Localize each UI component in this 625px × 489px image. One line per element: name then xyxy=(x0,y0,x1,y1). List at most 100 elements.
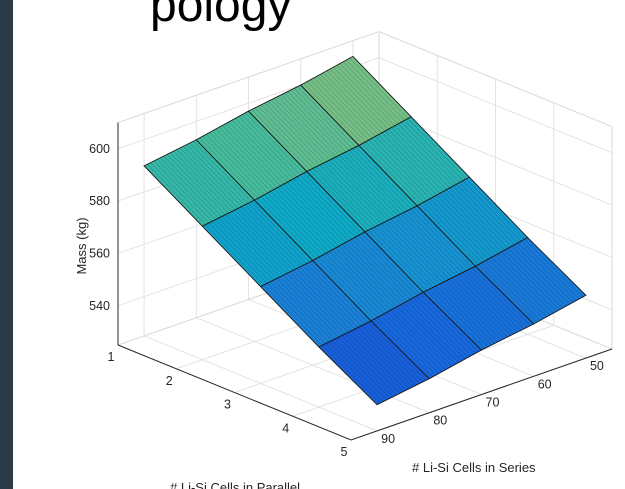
mesh-line xyxy=(355,146,415,208)
mesh-line xyxy=(296,176,356,238)
mesh-line xyxy=(228,213,287,274)
mesh-line xyxy=(276,278,336,339)
mesh-line xyxy=(270,191,330,252)
y-axis-label: # Li-Si Cells in Series xyxy=(412,460,536,475)
mesh-line xyxy=(199,137,258,199)
mesh-line xyxy=(368,230,427,291)
mesh-line xyxy=(345,151,405,213)
mesh-line xyxy=(333,66,392,128)
mesh-line xyxy=(277,187,336,249)
mesh-line xyxy=(329,159,389,221)
mesh-line xyxy=(349,58,409,119)
mesh-line xyxy=(309,169,369,231)
mesh-line xyxy=(383,313,443,372)
mesh-line xyxy=(290,89,350,151)
mesh-line xyxy=(367,322,427,381)
mesh-line xyxy=(313,168,372,229)
mesh-line xyxy=(222,125,281,186)
mesh-line xyxy=(296,268,355,330)
y-tick-label: 90 xyxy=(381,432,395,446)
mesh-line xyxy=(212,130,272,192)
mesh-line xyxy=(384,130,444,192)
mesh-line xyxy=(153,160,213,222)
mesh-line xyxy=(247,203,307,264)
mesh-line xyxy=(244,204,304,266)
mesh-line xyxy=(284,93,343,154)
mesh-line xyxy=(328,341,388,401)
mesh-line xyxy=(401,121,460,183)
mesh-line xyxy=(160,157,219,219)
mesh-line xyxy=(341,335,401,394)
mesh-line xyxy=(498,253,557,312)
mesh-line xyxy=(192,141,252,202)
mesh-line xyxy=(374,318,433,378)
mesh-line xyxy=(283,275,342,336)
mesh-line xyxy=(371,228,430,290)
box-edge xyxy=(378,31,613,128)
mesh-line xyxy=(316,166,375,228)
mesh-line xyxy=(377,225,437,286)
mesh-line xyxy=(426,290,485,349)
mesh-line xyxy=(218,127,278,188)
mesh-line xyxy=(319,256,378,318)
mesh-line xyxy=(357,327,417,386)
y-tick-label: 50 xyxy=(590,359,604,373)
mesh-line xyxy=(338,246,398,307)
mesh-line xyxy=(403,302,463,361)
mesh-line xyxy=(439,193,499,254)
mesh-line xyxy=(423,202,483,263)
mesh-line xyxy=(472,267,531,326)
mesh-line xyxy=(501,251,560,310)
x-tick-label: 5 xyxy=(341,445,348,459)
mesh-line xyxy=(365,141,424,203)
mesh-line xyxy=(432,287,492,346)
mesh-line xyxy=(407,118,467,180)
mesh-line xyxy=(232,119,291,181)
mesh-line xyxy=(215,128,275,190)
x-tick-label: 2 xyxy=(166,374,173,388)
mesh-line xyxy=(205,134,265,195)
mesh-line xyxy=(378,134,437,196)
mesh-line xyxy=(462,272,521,331)
mesh-line xyxy=(274,97,334,159)
mesh-line xyxy=(465,270,525,330)
mesh-line xyxy=(228,121,288,183)
mesh-line xyxy=(287,91,347,153)
mesh-line xyxy=(413,297,472,356)
mesh-line xyxy=(403,212,463,273)
mesh-line xyxy=(235,118,294,179)
mesh-line xyxy=(289,271,349,333)
mesh-line xyxy=(263,284,323,346)
mesh-line xyxy=(335,156,395,218)
mesh-line xyxy=(257,198,317,259)
floor-axes xyxy=(117,344,613,441)
mesh-line xyxy=(416,295,476,354)
mesh-line xyxy=(147,164,206,225)
mesh-line xyxy=(391,127,451,189)
mesh-line xyxy=(309,261,368,323)
mesh-line xyxy=(390,218,450,280)
mesh-line xyxy=(348,240,408,302)
mesh-line xyxy=(266,283,326,344)
mesh-line xyxy=(407,210,466,272)
mesh-line xyxy=(280,94,340,156)
slide-title-fragment: pology xyxy=(150,0,292,32)
mesh-line xyxy=(321,345,381,404)
mesh-line xyxy=(283,183,343,245)
mesh-line xyxy=(238,208,297,269)
mesh-line xyxy=(478,264,538,323)
mesh-line xyxy=(339,63,399,125)
mesh-line xyxy=(346,59,405,121)
mesh-line xyxy=(326,161,385,223)
z-tick-label: 600 xyxy=(89,142,110,156)
x-tick-label: 4 xyxy=(282,421,289,435)
mesh-line xyxy=(410,208,470,270)
mesh-line xyxy=(377,317,437,376)
mesh-line xyxy=(430,198,489,260)
mesh-line xyxy=(517,242,577,301)
y-tick-label: 80 xyxy=(433,414,447,428)
surface-layer xyxy=(143,55,587,406)
z-tick-label: 580 xyxy=(89,194,110,208)
mesh-line xyxy=(348,150,408,211)
z-axis-label: Mass (kg) xyxy=(74,217,89,274)
